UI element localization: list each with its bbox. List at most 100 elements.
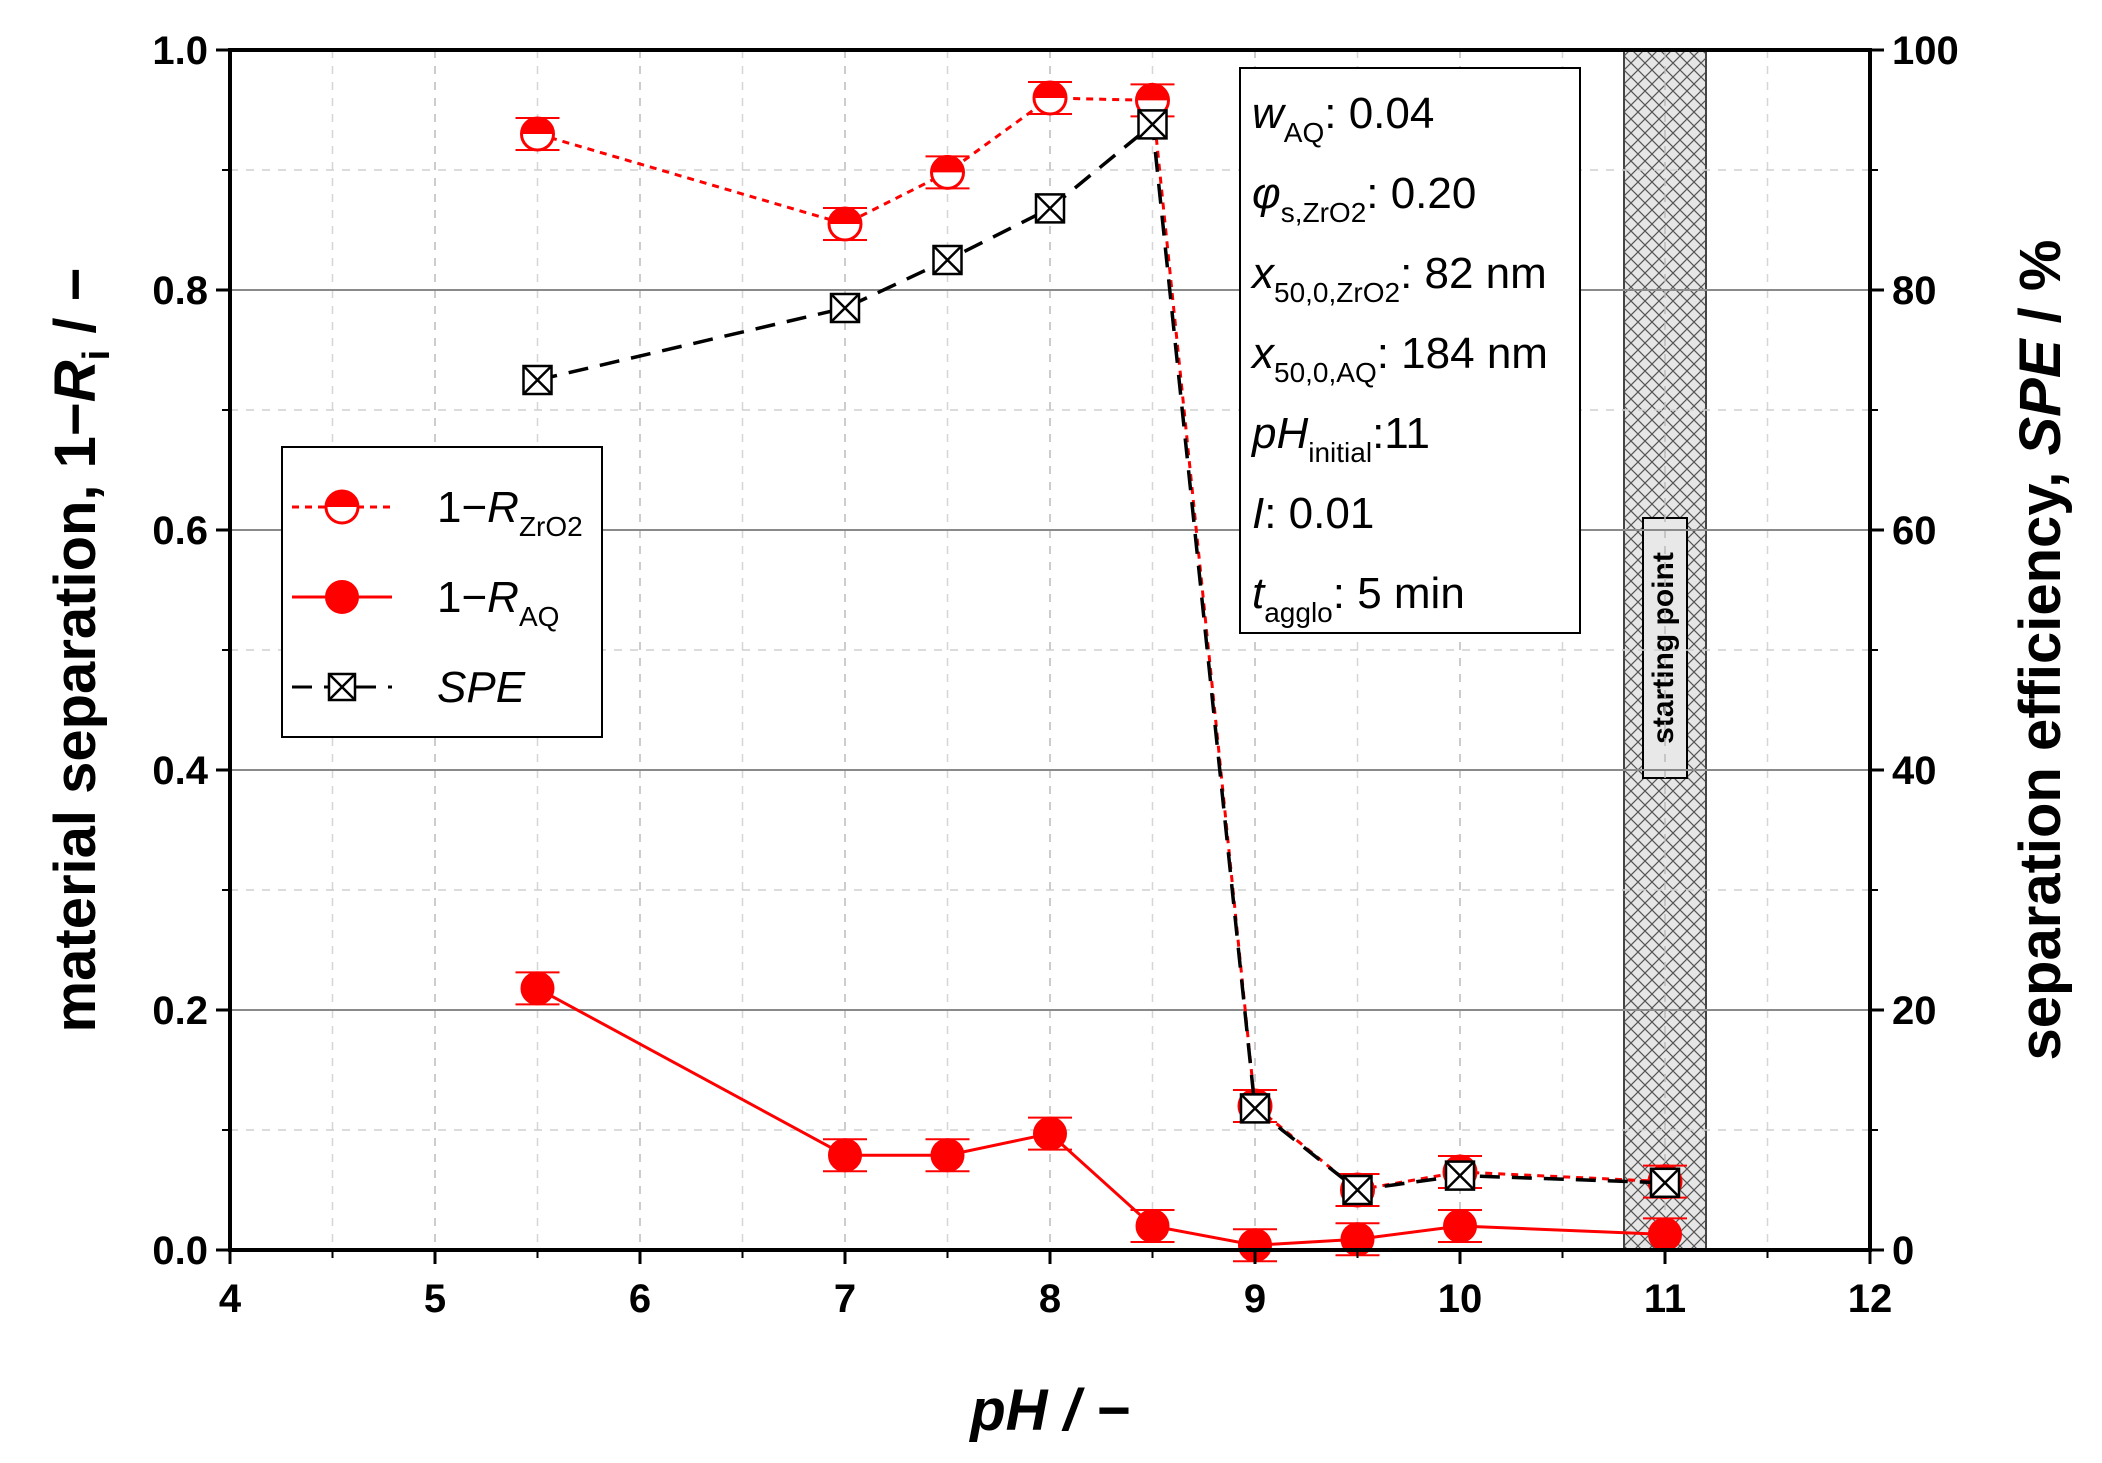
x-tick-label: 9: [1244, 1277, 1266, 1321]
data-point-fill: [521, 118, 554, 134]
y-right-tick-label: 40: [1892, 749, 1937, 793]
x-axis-title: pH / −: [968, 1378, 1130, 1443]
y-left-tick-label: 0.8: [152, 269, 208, 313]
data-point: [1443, 1209, 1477, 1243]
data-point-cross: [1650, 1167, 1680, 1198]
parameter-var: x: [1250, 249, 1276, 298]
parameter-sub: agglo: [1264, 597, 1333, 628]
x-tick-label: 12: [1848, 1277, 1893, 1321]
legend-sub: AQ: [519, 601, 559, 632]
starting-point-label: starting point: [1647, 552, 1680, 744]
parameter-sub: 50,0,ZrO2: [1274, 277, 1400, 308]
y-right-tick-label: 0: [1892, 1229, 1914, 1273]
y-right-tick-label: 20: [1892, 989, 1937, 1033]
parameter-line: x50,0,ZrO2: 82 nm: [1250, 249, 1547, 308]
y-right-tick-label: 80: [1892, 269, 1937, 313]
y-right-title-prefix: separation efficiency,: [2008, 456, 2073, 1061]
data-point-cross: [522, 365, 553, 395]
x-tick-label: 10: [1438, 1277, 1483, 1321]
parameter-line: pHinitial:11: [1250, 409, 1430, 468]
y-right-title-suffix: / %: [2008, 240, 2073, 340]
y-left-title-var: R: [43, 360, 108, 402]
y-left-tick-label: 0.2: [152, 989, 208, 1033]
data-point-cross: [1445, 1160, 1475, 1191]
parameter-line: I: 0.01: [1252, 489, 1374, 538]
y-left-axis-title: material separation, 1−Ri / −: [43, 268, 118, 1033]
parameter-value: : 0.20: [1366, 169, 1476, 218]
parameter-line: φs,ZrO2: 0.20: [1252, 169, 1476, 228]
y-right-tick-label: 60: [1892, 509, 1937, 553]
parameter-var: I: [1252, 489, 1264, 538]
y-right-tick-label: 100: [1892, 29, 1959, 73]
series-line: [536, 987, 1666, 1247]
legend-var: SPE: [437, 663, 526, 712]
x-tick-label: 6: [629, 1277, 651, 1321]
legend-entry: 1−RAQ: [292, 573, 559, 632]
y-left-title-prefix: material separation, 1−: [43, 402, 108, 1032]
legend-sub: ZrO2: [519, 511, 583, 542]
parameter-box: [1239, 67, 1581, 634]
parameter-sub: AQ: [1284, 117, 1324, 148]
parameter-value: : 5 min: [1333, 569, 1465, 618]
y-left-title-suffix: / −: [43, 268, 108, 350]
data-point-fill: [829, 208, 861, 224]
data-point-cross: [1035, 193, 1065, 224]
parameter-line: x50,0,AQ: 184 nm: [1250, 329, 1548, 388]
y-left-title-sub: i: [76, 350, 118, 361]
x-tick-label: 7: [834, 1277, 856, 1321]
legend-prefix: 1−: [437, 573, 487, 622]
legend-marker-cross: [328, 673, 356, 701]
y-right-axis-title: separation efficiency, SPE / %: [2008, 240, 2073, 1061]
legend-label: 1−RAQ: [437, 573, 559, 632]
data-point-cross: [1240, 1093, 1270, 1124]
series-layer: [515, 80, 1687, 1263]
parameter-var: φ: [1252, 169, 1281, 218]
parameter-value: :11: [1372, 409, 1430, 458]
y-left-tick-label: 0.0: [152, 1229, 208, 1273]
legend-entry: 1−RZrO2: [292, 483, 583, 542]
legend-entry: SPE: [292, 663, 526, 712]
data-point-fill: [1034, 82, 1066, 98]
data-point-cross: [1342, 1175, 1373, 1205]
parameter-sub: 50,0,AQ: [1274, 357, 1377, 388]
legend-prefix: 1−: [437, 483, 487, 532]
y-left-tick-label: 0.6: [152, 509, 208, 553]
data-point-fill: [931, 156, 964, 173]
x-tick-label: 11: [1644, 1277, 1686, 1321]
legend-marker: [325, 580, 359, 614]
parameter-sub: initial: [1308, 437, 1372, 468]
parameter-value: : 0.04: [1324, 89, 1434, 138]
y-left-tick-label: 0.4: [152, 749, 208, 793]
legend-marker-fill: [326, 491, 358, 507]
data-point-cross: [932, 245, 963, 275]
data-point-fill: [1136, 84, 1169, 101]
parameter-value: : 82 nm: [1400, 249, 1547, 298]
parameter-var: pH: [1250, 409, 1308, 458]
ticks: 4 5 6 7 8 9 10 11 12 0.0 0.2 0.4 0.6 0.8 1.0 0 20 40 60 80 1…: [152, 29, 1958, 1321]
data-point: [1033, 1116, 1067, 1151]
data-point-cross: [830, 293, 860, 323]
legend-var: R: [487, 483, 519, 532]
y-right-title-var: SPE: [2008, 337, 2073, 455]
series-2: [522, 109, 1681, 1206]
x-tick-label: 5: [424, 1277, 446, 1321]
data-point-cross: [1137, 109, 1168, 140]
data-point: [1648, 1217, 1682, 1252]
data-point: [1135, 1209, 1170, 1243]
parameter-var: w: [1252, 89, 1287, 138]
data-point: [930, 1138, 965, 1173]
parameter-var: t: [1252, 569, 1266, 618]
legend-label: 1−RZrO2: [437, 483, 583, 542]
legend-label: SPE: [437, 663, 526, 712]
data-point: [828, 1138, 862, 1173]
parameter-value: : 184 nm: [1377, 329, 1548, 378]
parameter-value: : 0.01: [1264, 489, 1374, 538]
data-point: [520, 971, 555, 1006]
x-tick-label: 8: [1039, 1277, 1061, 1321]
x-tick-label: 4: [219, 1277, 242, 1321]
parameter-var: x: [1250, 329, 1276, 378]
parameter-line: wAQ: 0.04: [1252, 89, 1434, 148]
